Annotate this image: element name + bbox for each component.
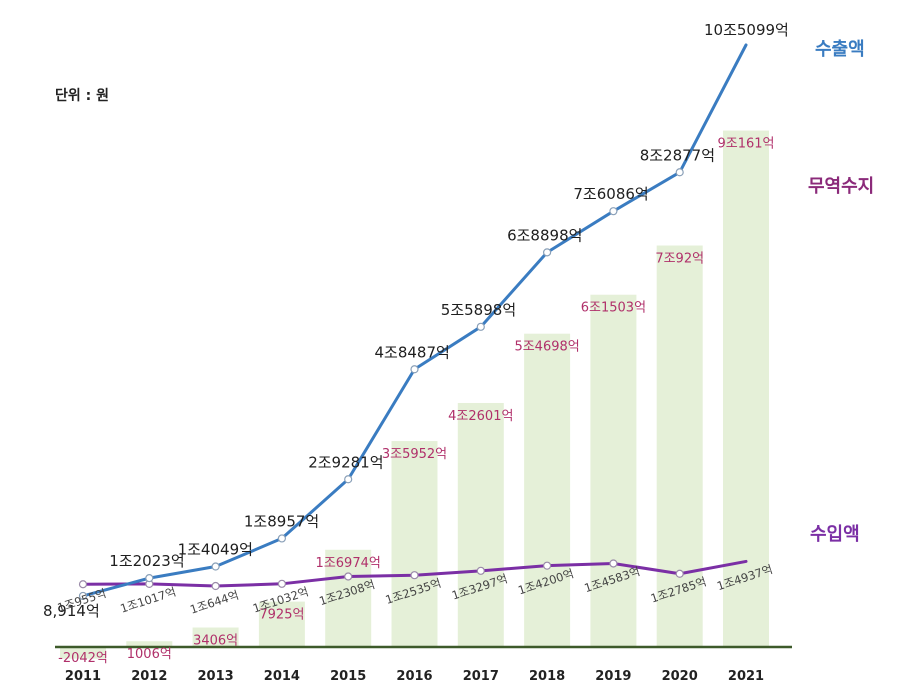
- balance-label-2013: 3406억: [193, 633, 238, 648]
- year-label-2017: 2017: [463, 669, 499, 684]
- unit-label: 단위 : 원: [55, 87, 109, 104]
- balance-bar-2020: [656, 245, 703, 647]
- export-point-2012: [145, 574, 154, 583]
- year-label-2013: 2013: [198, 669, 234, 684]
- balance-bar-2012: [126, 641, 173, 647]
- balance-bar-2015: [325, 549, 372, 647]
- export-label-2017: 5조5898억: [441, 301, 516, 319]
- import-point-2015: [344, 572, 353, 581]
- import-point-2013: [211, 581, 220, 591]
- year-label-2016: 2016: [396, 669, 432, 684]
- balance-bar-2011: [60, 647, 106, 659]
- year-label-2021: 2021: [728, 669, 764, 684]
- balance-label-2015: 1조6974억: [316, 556, 381, 571]
- balance-bar-2013: [192, 627, 239, 647]
- balance-bar-2018: [524, 333, 571, 647]
- import-point-2014: [277, 579, 286, 588]
- year-label-2019: 2019: [595, 669, 631, 684]
- export-label-2020: 8조2877억: [640, 146, 715, 164]
- year-label-2018: 2018: [529, 669, 565, 684]
- year-label-2015: 2015: [330, 669, 366, 684]
- balance-bar-2016: [391, 441, 438, 647]
- export-point-2019: [609, 207, 618, 216]
- export-label-2016: 4조8487억: [375, 343, 450, 361]
- export-label-2019: 7조6086억: [573, 185, 648, 203]
- year-label-2011: 2011: [65, 669, 101, 684]
- balance-label-2020: 7조92억: [655, 252, 704, 267]
- export-point-2018: [542, 248, 552, 257]
- balance-label-2012: 1006억: [127, 647, 172, 662]
- import-point-2020: [675, 569, 684, 578]
- export-point-2011: [78, 591, 88, 601]
- export-label-2021: 10조5099억: [704, 21, 789, 39]
- export-label-2015: 2조9281억: [308, 453, 383, 471]
- balance-label-2017: 4조2601억: [448, 409, 513, 424]
- export-label-2018: 6조8898억: [507, 226, 582, 244]
- import-point-2011: [78, 580, 88, 589]
- balance-label-2018: 5조4698억: [514, 340, 579, 355]
- import-point-2017: [476, 566, 485, 575]
- export-label-2011: 8,914억: [43, 602, 100, 620]
- legend-수입액: 수입액: [810, 523, 860, 545]
- legend-무역수지: 무역수지: [808, 176, 874, 197]
- import-point-2018: [542, 561, 552, 570]
- year-label-2020: 2020: [662, 669, 698, 684]
- import-point-2016: [410, 571, 419, 580]
- balance-label-2016: 3조5952억: [382, 447, 447, 462]
- export-label-2013: 1조4049억: [178, 541, 253, 559]
- legend-수출액: 수출액: [815, 39, 865, 60]
- year-label-2012: 2012: [131, 669, 167, 684]
- export-point-2020: [675, 168, 684, 177]
- export-label-2012: 1조2023억: [109, 552, 184, 570]
- balance-label-2019: 6조1503억: [581, 301, 646, 316]
- balance-bar-2014: [258, 601, 305, 647]
- export-point-2015: [344, 475, 353, 484]
- year-label-2014: 2014: [264, 669, 300, 684]
- import-point-2019: [609, 559, 618, 568]
- export-point-2014: [277, 534, 286, 543]
- export-label-2014: 1조8957억: [244, 512, 319, 530]
- import-label-2012: 1조1017억: [118, 585, 177, 616]
- balance-label-2021: 9조161억: [717, 137, 774, 152]
- export-point-2017: [476, 322, 485, 331]
- export-point-2013: [211, 562, 220, 571]
- import-label-2013: 1조644억: [188, 588, 240, 617]
- balance-label-2014: 7925억: [259, 608, 304, 623]
- export-point-2016: [410, 365, 419, 374]
- balance-bar-2019: [590, 294, 637, 647]
- balance-bar-2017: [457, 402, 504, 647]
- balance-label-2011: -2042억: [58, 651, 108, 666]
